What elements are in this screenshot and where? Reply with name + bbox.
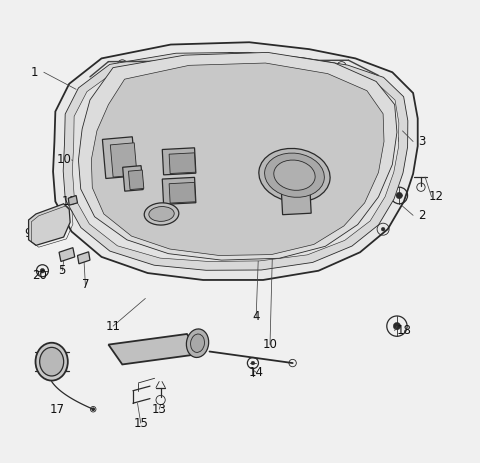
Text: 2: 2 [419,209,426,222]
Polygon shape [102,137,136,179]
Text: 19: 19 [62,195,77,208]
Polygon shape [162,177,196,204]
Text: 10: 10 [57,153,72,167]
Polygon shape [53,42,418,280]
Circle shape [96,166,100,169]
Polygon shape [169,153,195,174]
Circle shape [340,65,343,68]
Circle shape [231,129,235,133]
Text: 4: 4 [86,190,94,203]
Text: 3: 3 [419,135,426,148]
Ellipse shape [264,153,324,197]
Polygon shape [123,166,143,191]
Polygon shape [281,191,311,215]
Circle shape [40,269,45,273]
Text: 4: 4 [252,310,260,323]
Circle shape [381,227,385,231]
Ellipse shape [144,203,179,225]
Circle shape [229,56,233,60]
Circle shape [229,251,233,255]
Circle shape [393,322,401,330]
Polygon shape [59,248,75,262]
Circle shape [310,244,313,247]
Text: 13: 13 [152,403,167,416]
Text: 6: 6 [266,52,274,65]
Text: 10: 10 [263,338,277,351]
Text: 16: 16 [41,352,56,365]
Text: 11: 11 [106,319,120,332]
Polygon shape [68,195,77,205]
Text: 18: 18 [396,324,411,337]
Text: 12: 12 [429,190,444,203]
Text: 7: 7 [82,278,89,291]
Circle shape [396,192,403,199]
Text: 1: 1 [31,66,38,79]
Circle shape [121,63,124,66]
Ellipse shape [36,343,68,381]
Circle shape [270,250,274,254]
Circle shape [106,185,108,188]
Polygon shape [77,252,90,264]
Polygon shape [63,52,408,270]
Circle shape [251,361,255,365]
Text: 17: 17 [50,403,65,416]
Polygon shape [78,52,397,260]
Ellipse shape [259,149,330,202]
Text: 9: 9 [24,227,31,240]
Ellipse shape [40,347,64,376]
Text: 14: 14 [249,366,264,379]
Text: 5: 5 [59,264,66,277]
Polygon shape [110,143,137,177]
Polygon shape [169,182,195,203]
Circle shape [294,249,297,251]
Polygon shape [29,204,70,245]
Ellipse shape [274,160,315,190]
Polygon shape [72,61,399,262]
Text: 8: 8 [144,347,151,360]
Text: 15: 15 [133,417,148,430]
Polygon shape [108,334,201,364]
Ellipse shape [186,329,209,357]
Circle shape [91,407,95,411]
Text: 20: 20 [32,269,47,282]
Polygon shape [162,148,196,175]
Polygon shape [129,170,144,190]
Polygon shape [91,63,384,256]
Ellipse shape [191,334,204,352]
Ellipse shape [149,206,174,221]
